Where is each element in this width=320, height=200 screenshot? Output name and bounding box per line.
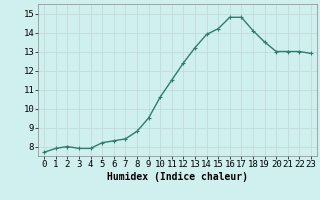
X-axis label: Humidex (Indice chaleur): Humidex (Indice chaleur) xyxy=(107,172,248,182)
